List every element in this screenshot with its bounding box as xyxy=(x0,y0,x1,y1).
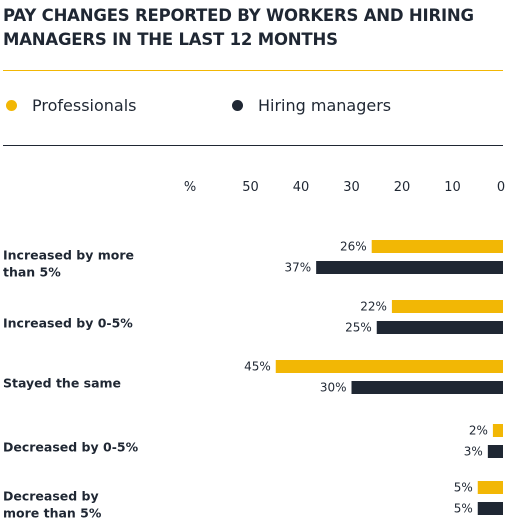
bar-hiring-managers xyxy=(316,261,503,274)
bar-hiring-managers xyxy=(376,321,503,334)
bar-professionals xyxy=(391,300,503,313)
legend-swatch-professionals xyxy=(6,100,17,111)
legend-item-hiring-managers: Hiring managers xyxy=(232,96,391,115)
data-label-professionals: 2% xyxy=(469,424,488,438)
bar-professionals xyxy=(371,240,503,253)
x-tick-label: 20 xyxy=(394,180,411,195)
unit-label: % xyxy=(184,180,196,195)
bar-professionals xyxy=(275,360,503,373)
data-label-professionals: 45% xyxy=(244,360,271,374)
category-label: Stayed the same xyxy=(3,376,121,391)
x-tick-label: 50 xyxy=(242,180,259,195)
legend-swatch-hiring-managers xyxy=(232,100,243,111)
legend-label-professionals: Professionals xyxy=(32,96,137,115)
category-label: Decreased by 0-5% xyxy=(3,440,139,455)
bar-hiring-managers xyxy=(351,381,503,394)
data-label-hiring-managers: 30% xyxy=(320,381,347,395)
bar-professionals xyxy=(477,481,503,494)
bar-professionals xyxy=(492,424,503,437)
bar-hiring-managers xyxy=(477,502,503,515)
category-label: than 5% xyxy=(3,265,61,280)
data-label-hiring-managers: 37% xyxy=(284,261,311,275)
x-tick-label: 0 xyxy=(497,180,505,195)
category-label: Increased by 0-5% xyxy=(3,316,133,331)
x-tick-label: 30 xyxy=(343,180,360,195)
legend-divider xyxy=(3,145,503,146)
data-label-hiring-managers: 25% xyxy=(345,321,372,335)
data-label-professionals: 22% xyxy=(360,300,387,314)
data-label-professionals: 26% xyxy=(340,240,367,254)
category-label: Decreased by xyxy=(3,489,99,504)
x-tick-label: 10 xyxy=(444,180,461,195)
legend-label-hiring-managers: Hiring managers xyxy=(258,96,392,115)
chart-title: PAY CHANGES REPORTED BY WORKERS AND HIRI… xyxy=(3,6,474,49)
category-label: Increased by more xyxy=(3,248,134,263)
data-label-hiring-managers: 5% xyxy=(454,502,473,516)
data-label-professionals: 5% xyxy=(454,481,473,495)
title-divider xyxy=(3,70,503,71)
data-label-hiring-managers: 3% xyxy=(464,445,483,459)
category-label: more than 5% xyxy=(3,506,102,520)
bar-hiring-managers xyxy=(487,445,503,458)
legend-item-professionals: Professionals xyxy=(6,96,137,115)
x-tick-label: 40 xyxy=(293,180,310,195)
